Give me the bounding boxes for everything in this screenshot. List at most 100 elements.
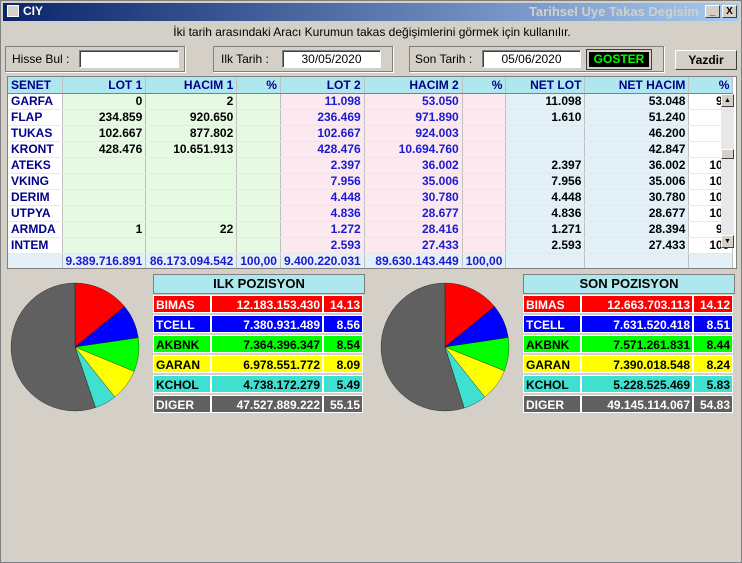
table-row[interactable]: ATEKS 2.397 36.002 2.397 36.002 100 (8, 157, 734, 174)
table-cell: 4.836 (280, 205, 365, 222)
row-senet-cell: ATEKS (8, 157, 63, 174)
col-pct2[interactable]: % (462, 77, 507, 94)
table-row[interactable]: DERIM 4.448 30.780 4.448 30.780 100 (8, 189, 734, 206)
ilk-pozisyon-title: ILK POZISYON (153, 274, 365, 294)
table-cell (236, 157, 281, 174)
table-cell: 2.593 (505, 237, 586, 254)
table-cell: 2.593 (280, 237, 365, 254)
table-cell (462, 189, 507, 206)
table-cell: 4.448 (280, 189, 365, 206)
ilk_pozisyon-value: 7.380.931.489 (211, 315, 323, 333)
table-cell: 28.416 (364, 221, 463, 238)
ilk_pozisyon-value: 6.978.551.772 (211, 355, 323, 373)
table-row[interactable]: INTEM 2.593 27.433 2.593 27.433 100 (8, 237, 734, 254)
table-cell (62, 237, 147, 254)
table-cell (62, 189, 147, 206)
table-row[interactable]: TUKAS 102.667 877.802 102.667 924.003 46.200 (8, 125, 734, 142)
table-row[interactable]: FLAP 234.859 920.650 236.469 971.890 1.610 51.… (8, 109, 734, 126)
table-row[interactable]: UTPYA 4.836 28.677 4.836 28.677 100 (8, 205, 734, 222)
ilk_pozisyon-pct: 14.13 (323, 295, 363, 313)
table-row[interactable]: KRONT 428.476 10.651.913 428.476 10.694.760 4… (8, 141, 734, 158)
table-cell: 27.433 (584, 237, 690, 254)
yazdir-button[interactable]: Yazdir (675, 50, 737, 70)
end-date-field[interactable]: 05/06/2020 (482, 50, 581, 68)
table-cell: 234.859 (62, 109, 147, 126)
table-cell (145, 173, 238, 190)
ilk_pozisyon-name: AKBNK (153, 335, 211, 353)
scroll-up-icon[interactable]: ▲ (721, 94, 734, 107)
son_pozisyon-value: 49.145.114.067 (581, 395, 693, 413)
ilk_pozisyon-value: 12.183.153.430 (211, 295, 323, 313)
table-cell (236, 173, 281, 190)
table-cell: 2 (145, 93, 238, 110)
pie-slice (10, 282, 96, 412)
table-cell: 30.780 (584, 189, 690, 206)
table-cell (236, 205, 281, 222)
row-senet-cell: GARFA (8, 93, 63, 110)
son_pozisyon-row: AKBNK 7.571.261.831 8.44 (523, 335, 733, 353)
table-cell: 1 (62, 221, 147, 238)
table-cell (505, 141, 586, 158)
row-senet-cell: VKING (8, 173, 63, 190)
col-senet[interactable]: SENET (8, 77, 63, 94)
row-senet-cell: UTPYA (8, 205, 63, 222)
ilk_pozisyon-value: 47.527.889.222 (211, 395, 323, 413)
close-button[interactable]: X (722, 5, 737, 18)
table-cell (462, 221, 507, 238)
total-cell: 100,00 (462, 253, 507, 268)
window-caption: Tarihsel Uye Takas Degisim (528, 4, 699, 19)
table-cell (462, 141, 507, 158)
table-cell: 30.780 (364, 189, 463, 206)
scroll-thumb[interactable] (721, 149, 734, 159)
son_pozisyon-pct: 8.24 (693, 355, 733, 373)
col-nethacim[interactable]: NET HACIM (584, 77, 690, 94)
son-pozisyon-pie (380, 282, 510, 412)
col-hacim2[interactable]: HACIM 2 (364, 77, 463, 94)
table-cell: 36.002 (584, 157, 690, 174)
table-cell (462, 173, 507, 190)
col-lot2[interactable]: LOT 2 (280, 77, 365, 94)
row-senet-cell: DERIM (8, 189, 63, 206)
col-netlot[interactable]: NET LOT (505, 77, 586, 94)
table-cell (62, 173, 147, 190)
son_pozisyon-name: DIGER (523, 395, 581, 413)
col-hacim1[interactable]: HACIM 1 (145, 77, 238, 94)
son_pozisyon-value: 7.631.520.418 (581, 315, 693, 333)
goster-button[interactable]: GOSTER (586, 49, 652, 70)
takas-grid: SENET LOT 1 HACIM 1 % LOT 2 HACIM 2 % NE… (7, 76, 737, 269)
start-date-field[interactable]: 30/05/2020 (282, 50, 381, 68)
col-lot1[interactable]: LOT 1 (62, 77, 147, 94)
minimize-button[interactable]: _ (705, 5, 720, 18)
ilk_pozisyon-row: GARAN 6.978.551.772 8.09 (153, 355, 363, 373)
table-cell: 10.651.913 (145, 141, 238, 158)
table-cell: 28.394 (584, 221, 690, 238)
table-cell (62, 157, 147, 174)
table-cell: 11.098 (505, 93, 586, 110)
table-cell (236, 237, 281, 254)
son_pozisyon-name: KCHOL (523, 375, 581, 393)
ilk_pozisyon-row: AKBNK 7.364.396.347 8.54 (153, 335, 363, 353)
ilk_pozisyon-pct: 8.54 (323, 335, 363, 353)
table-row[interactable]: VKING 7.956 35.006 7.956 35.006 100 (8, 173, 734, 190)
start-date-label: Ilk Tarih : (221, 52, 269, 66)
col-netpct[interactable]: % (688, 77, 734, 94)
search-input[interactable] (79, 50, 179, 68)
table-cell: 11.098 (280, 93, 365, 110)
ilk_pozisyon-pct: 8.56 (323, 315, 363, 333)
table-cell: 2.397 (505, 157, 586, 174)
table-cell: 22 (145, 221, 238, 238)
col-pct1[interactable]: % (236, 77, 281, 94)
son_pozisyon-row: DIGER 49.145.114.067 54.83 (523, 395, 733, 413)
scroll-down-icon[interactable]: ▼ (721, 235, 734, 248)
table-cell (462, 93, 507, 110)
table-cell: 7.956 (505, 173, 586, 190)
table-cell: 36.002 (364, 157, 463, 174)
ilk_pozisyon-row: TCELL 7.380.931.489 8.56 (153, 315, 363, 333)
total-cell: 89.630.143.449 (364, 253, 463, 268)
table-cell (145, 189, 238, 206)
grid-vertical-scrollbar[interactable]: ▲ ▼ (721, 94, 734, 248)
table-cell: 4.836 (505, 205, 586, 222)
